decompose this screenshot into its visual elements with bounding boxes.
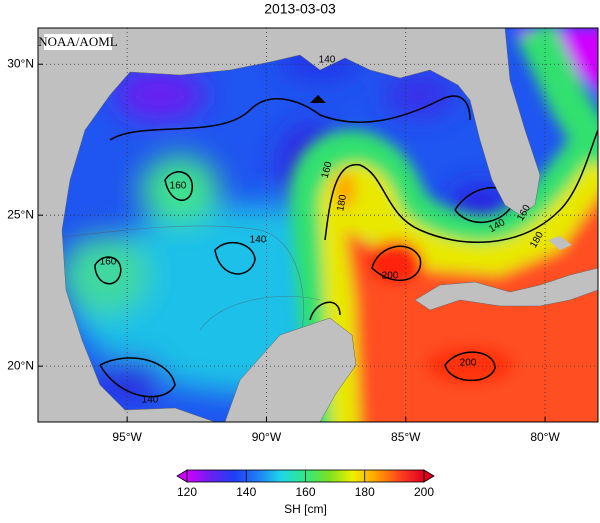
colorbar-tick-label: 120 (177, 485, 197, 499)
credit: NOAA/AOML (38, 34, 118, 49)
title: 2013-03-03 (264, 1, 336, 17)
y-tick-label: 30°N (7, 56, 34, 70)
colorbar-tick-label: 200 (414, 485, 434, 499)
contour-label: 180 (335, 193, 349, 212)
plot-frame (37, 27, 599, 423)
field (38, 28, 598, 422)
colorbar-extend-low (176, 469, 188, 483)
contour-label: 160 (170, 181, 187, 192)
contour-label: 140 (142, 395, 159, 406)
x-tick-label: 80°W (530, 430, 560, 444)
contour-label: 140 (250, 235, 267, 246)
x-tick-label: 90°W (252, 430, 282, 444)
contour-label: 200 (382, 271, 399, 282)
x-tick-label: 95°W (112, 430, 142, 444)
colorbar-extend-high (423, 469, 435, 483)
colorbar-tick-label: 140 (236, 485, 256, 499)
colorbar-tick-label: 180 (355, 485, 375, 499)
y-tick-label: 20°N (7, 358, 34, 372)
x-tick-label: 85°W (391, 430, 421, 444)
contour-label: 200 (460, 358, 477, 369)
contour-label: 160 (320, 160, 335, 179)
colorbar-tick-label: 160 (295, 485, 315, 499)
credit-box (44, 34, 112, 50)
contour-label: 160 (100, 257, 117, 268)
y-tick-label: 25°N (7, 207, 34, 221)
colorbar-label: SH [cm] (284, 502, 327, 516)
contour-label: 140 (319, 55, 336, 66)
